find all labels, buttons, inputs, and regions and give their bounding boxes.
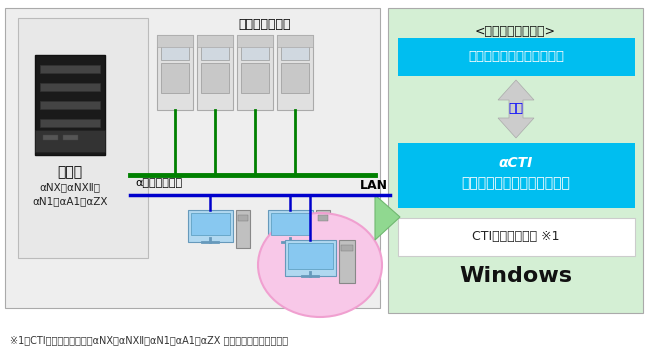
FancyBboxPatch shape [238,215,248,221]
FancyBboxPatch shape [281,40,309,60]
Text: CTIミドルウェア ※1: CTIミドルウェア ※1 [472,231,559,244]
Text: アプリケーション接続ツール: アプリケーション接続ツール [461,176,570,190]
FancyBboxPatch shape [157,35,193,110]
FancyBboxPatch shape [188,210,233,242]
Text: <ソフトウェア構成>: <ソフトウェア構成> [474,25,556,38]
FancyBboxPatch shape [197,35,233,47]
Text: αバス／スター: αバス／スター [135,178,182,188]
Text: αNX／αNXⅡ／: αNX／αNXⅡ／ [40,182,101,192]
FancyBboxPatch shape [341,245,353,251]
FancyBboxPatch shape [157,35,193,47]
FancyBboxPatch shape [43,135,58,140]
FancyBboxPatch shape [268,210,313,242]
FancyBboxPatch shape [237,35,273,47]
FancyBboxPatch shape [316,210,330,248]
FancyBboxPatch shape [191,213,230,235]
Polygon shape [498,80,534,138]
FancyBboxPatch shape [161,40,189,60]
FancyBboxPatch shape [398,143,635,208]
FancyBboxPatch shape [398,38,635,76]
FancyBboxPatch shape [35,130,105,152]
FancyBboxPatch shape [241,40,269,60]
Text: お使いの顧客管理システム: お使いの顧客管理システム [468,50,564,63]
FancyBboxPatch shape [40,83,100,91]
Text: αN1／αA1／αZX: αN1／αA1／αZX [32,196,108,206]
FancyBboxPatch shape [237,35,273,110]
FancyBboxPatch shape [241,63,269,93]
FancyBboxPatch shape [398,218,635,256]
FancyBboxPatch shape [277,35,313,47]
FancyBboxPatch shape [236,210,250,248]
FancyBboxPatch shape [40,65,100,73]
FancyBboxPatch shape [40,101,100,109]
Text: LAN: LAN [360,179,388,192]
FancyBboxPatch shape [339,240,355,283]
FancyBboxPatch shape [288,243,333,269]
FancyBboxPatch shape [201,40,229,60]
FancyBboxPatch shape [201,63,229,93]
Text: 主装置: 主装置 [58,165,82,179]
FancyBboxPatch shape [318,215,328,221]
Polygon shape [375,195,400,240]
FancyBboxPatch shape [35,55,105,155]
Text: ビジネスフォン: ビジネスフォン [239,18,291,31]
Text: αCTI: αCTI [499,156,533,170]
FancyBboxPatch shape [281,63,309,93]
FancyBboxPatch shape [285,240,336,276]
FancyBboxPatch shape [5,8,380,308]
FancyBboxPatch shape [40,119,100,127]
FancyBboxPatch shape [271,213,310,235]
FancyBboxPatch shape [63,135,78,140]
FancyBboxPatch shape [388,8,643,313]
Text: ※1　CTIミドルウェアは、αNX／αNXⅡ／αN1／αA1／αZX のオプション商品です。: ※1 CTIミドルウェアは、αNX／αNXⅡ／αN1／αA1／αZX のオプショ… [10,335,288,345]
Text: Windows: Windows [459,266,572,286]
FancyBboxPatch shape [277,35,313,110]
Text: 連動: 連動 [509,103,524,116]
FancyBboxPatch shape [18,18,148,258]
FancyBboxPatch shape [197,35,233,110]
Ellipse shape [258,213,382,317]
FancyBboxPatch shape [161,63,189,93]
